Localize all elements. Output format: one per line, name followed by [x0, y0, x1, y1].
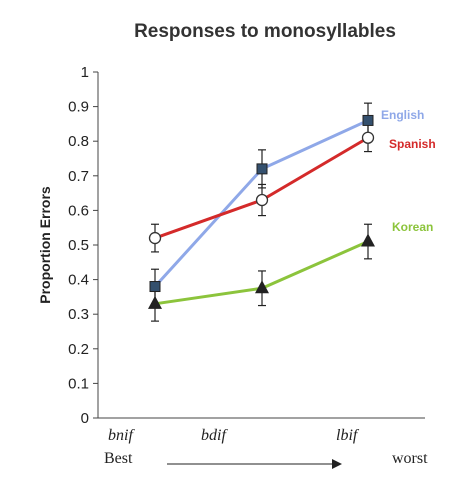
korean-markers: Korean [148, 220, 433, 309]
x-tick-label: bdif [201, 427, 228, 444]
series-korean [151, 223, 372, 322]
series-layer: English Spanish Korean [148, 102, 436, 322]
series-label-english: English [381, 108, 424, 122]
chart-title: Responses to monosyllables [134, 21, 396, 42]
data-point [255, 280, 269, 294]
english-markers: English [149, 108, 424, 293]
data-point [255, 193, 269, 207]
y-tick-label: 0.6 [68, 202, 89, 219]
scale-arrow-head [332, 459, 342, 469]
y-tick-label: 0.1 [68, 375, 89, 392]
data-point [149, 281, 161, 293]
y-tick-label: 0.9 [68, 99, 89, 116]
scale-best-label: Best [104, 450, 133, 467]
x-axis-ticks: bnif bdif lbif [108, 427, 360, 444]
y-tick-label: 1 [81, 64, 89, 81]
series-label-spanish: Spanish [389, 137, 436, 151]
y-tick-label: 0.5 [68, 237, 89, 254]
y-tick-label: 0 [81, 410, 89, 427]
data-point [256, 163, 268, 175]
y-tick-label: 0.4 [68, 272, 89, 289]
data-point [148, 295, 162, 309]
data-point [361, 233, 375, 247]
data-point [362, 114, 374, 126]
data-point [148, 231, 162, 245]
y-tick-label: 0.2 [68, 341, 89, 358]
y-axis-ticks: 0 0.1 0.2 0.3 0.4 0.5 0.6 0.7 0.8 0.9 1 [68, 64, 98, 427]
series-label-korean: Korean [392, 220, 433, 234]
y-tick-label: 0.3 [68, 306, 89, 323]
scale-worst-label: worst [392, 450, 428, 467]
y-axis-label: Proportion Errors [37, 186, 53, 304]
x-tick-label: bnif [108, 427, 135, 444]
spanish-markers: Spanish [148, 131, 436, 245]
data-point [361, 131, 375, 144]
series-spanish [151, 123, 372, 253]
x-tick-label: lbif [336, 427, 360, 444]
y-tick-label: 0.7 [68, 168, 89, 185]
y-tick-label: 0.8 [68, 133, 89, 150]
